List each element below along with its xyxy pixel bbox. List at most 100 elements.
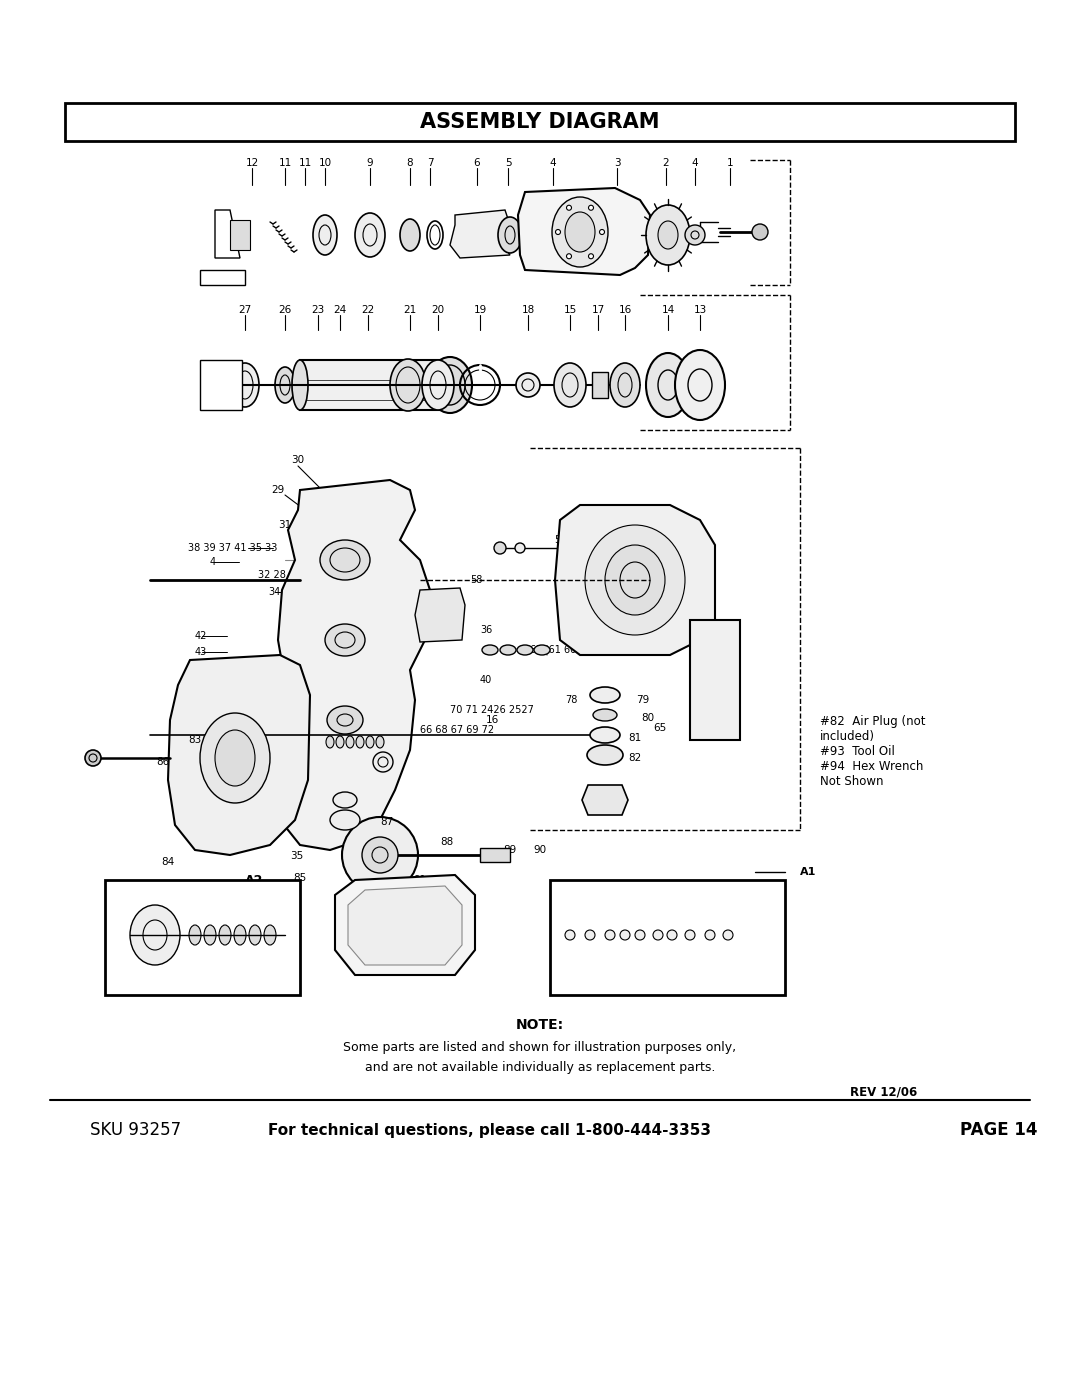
Text: 59 64 25: 59 64 25 bbox=[555, 535, 598, 545]
Ellipse shape bbox=[336, 736, 345, 747]
Polygon shape bbox=[200, 360, 242, 409]
Ellipse shape bbox=[646, 353, 690, 416]
Ellipse shape bbox=[498, 217, 522, 253]
Text: For technical questions, please call 1-800-444-3353: For technical questions, please call 1-8… bbox=[269, 1123, 712, 1137]
Text: 70 71 2426 2527: 70 71 2426 2527 bbox=[450, 705, 534, 715]
Ellipse shape bbox=[219, 925, 231, 944]
Text: 50: 50 bbox=[215, 753, 228, 763]
Text: 47: 47 bbox=[195, 690, 207, 700]
Text: 63 |61 60 62: 63 |61 60 62 bbox=[530, 645, 592, 655]
Ellipse shape bbox=[588, 745, 623, 766]
Text: 40: 40 bbox=[480, 675, 492, 685]
Circle shape bbox=[723, 930, 733, 940]
Text: 11: 11 bbox=[279, 158, 292, 168]
Circle shape bbox=[85, 750, 102, 766]
Text: 35: 35 bbox=[215, 840, 228, 849]
Text: 38 39 37 41 35 33: 38 39 37 41 35 33 bbox=[188, 543, 278, 553]
Text: 30: 30 bbox=[292, 455, 305, 465]
Polygon shape bbox=[335, 875, 475, 975]
Text: 88: 88 bbox=[441, 837, 454, 847]
Text: 89: 89 bbox=[503, 845, 516, 855]
Ellipse shape bbox=[585, 525, 685, 636]
Ellipse shape bbox=[326, 736, 334, 747]
Text: 13: 13 bbox=[693, 305, 706, 314]
Text: 69 72 73: 69 72 73 bbox=[599, 895, 640, 904]
Polygon shape bbox=[555, 504, 715, 655]
Bar bbox=[480, 848, 510, 862]
Ellipse shape bbox=[355, 212, 384, 257]
Circle shape bbox=[565, 930, 575, 940]
Ellipse shape bbox=[313, 215, 337, 256]
Text: and are not available individually as replacement parts.: and are not available individually as re… bbox=[365, 1062, 715, 1074]
Ellipse shape bbox=[249, 925, 261, 944]
Polygon shape bbox=[582, 785, 627, 814]
Text: REV 12/06: REV 12/06 bbox=[850, 1085, 917, 1098]
Text: 1: 1 bbox=[727, 158, 733, 168]
Text: A1: A1 bbox=[800, 868, 816, 877]
Ellipse shape bbox=[605, 545, 665, 615]
Text: 11: 11 bbox=[298, 158, 312, 168]
Text: 65: 65 bbox=[653, 724, 666, 733]
Bar bbox=[105, 880, 300, 995]
Text: 80: 80 bbox=[642, 712, 654, 724]
Bar bbox=[65, 103, 1015, 141]
Ellipse shape bbox=[200, 712, 270, 803]
Ellipse shape bbox=[646, 205, 690, 265]
Text: 34: 34 bbox=[268, 587, 280, 597]
Text: 43: 43 bbox=[195, 647, 207, 657]
Text: 84: 84 bbox=[161, 856, 175, 868]
Bar bbox=[690, 620, 740, 740]
Ellipse shape bbox=[204, 925, 216, 944]
Ellipse shape bbox=[610, 363, 640, 407]
Ellipse shape bbox=[517, 645, 534, 655]
Ellipse shape bbox=[376, 736, 384, 747]
Circle shape bbox=[635, 930, 645, 940]
Bar bbox=[550, 880, 785, 995]
Polygon shape bbox=[518, 189, 650, 275]
Text: 6: 6 bbox=[474, 158, 481, 168]
Circle shape bbox=[494, 542, 507, 555]
Polygon shape bbox=[450, 210, 510, 258]
Text: 87: 87 bbox=[380, 817, 393, 827]
Ellipse shape bbox=[685, 225, 705, 244]
Text: 22: 22 bbox=[362, 305, 375, 314]
Text: 66 68 67 70 71 74 76 75: 66 68 67 70 71 74 76 75 bbox=[598, 961, 702, 970]
Text: 32 28 55 56   57: 32 28 55 56 57 bbox=[258, 570, 339, 580]
Ellipse shape bbox=[234, 925, 246, 944]
Circle shape bbox=[567, 205, 571, 211]
Text: 78: 78 bbox=[565, 694, 578, 705]
Text: 46: 46 bbox=[195, 721, 207, 731]
Text: 17: 17 bbox=[592, 305, 605, 314]
Text: 90: 90 bbox=[534, 845, 546, 855]
Ellipse shape bbox=[428, 358, 472, 414]
Ellipse shape bbox=[231, 363, 259, 407]
Ellipse shape bbox=[189, 925, 201, 944]
Text: A2: A2 bbox=[245, 873, 264, 887]
Ellipse shape bbox=[342, 817, 418, 893]
Ellipse shape bbox=[593, 710, 617, 721]
Text: 86: 86 bbox=[157, 757, 170, 767]
Text: 9: 9 bbox=[367, 158, 374, 168]
Text: SKU 93257: SKU 93257 bbox=[90, 1120, 181, 1139]
Text: 12: 12 bbox=[245, 158, 258, 168]
Ellipse shape bbox=[356, 736, 364, 747]
Text: 15: 15 bbox=[564, 305, 577, 314]
Text: 16: 16 bbox=[619, 305, 632, 314]
Text: 4: 4 bbox=[691, 158, 699, 168]
Ellipse shape bbox=[130, 905, 180, 965]
Text: 20: 20 bbox=[431, 305, 445, 314]
Circle shape bbox=[620, 930, 630, 940]
Ellipse shape bbox=[333, 792, 357, 807]
Ellipse shape bbox=[482, 645, 498, 655]
Text: 4: 4 bbox=[550, 158, 556, 168]
Circle shape bbox=[373, 752, 393, 773]
Text: 18: 18 bbox=[522, 305, 535, 314]
Text: 4: 4 bbox=[210, 557, 216, 567]
Polygon shape bbox=[168, 655, 310, 855]
Circle shape bbox=[589, 205, 594, 211]
Text: 79: 79 bbox=[636, 694, 650, 705]
Ellipse shape bbox=[400, 219, 420, 251]
Text: 83: 83 bbox=[188, 735, 202, 745]
Text: 24: 24 bbox=[334, 305, 347, 314]
Polygon shape bbox=[268, 481, 430, 849]
